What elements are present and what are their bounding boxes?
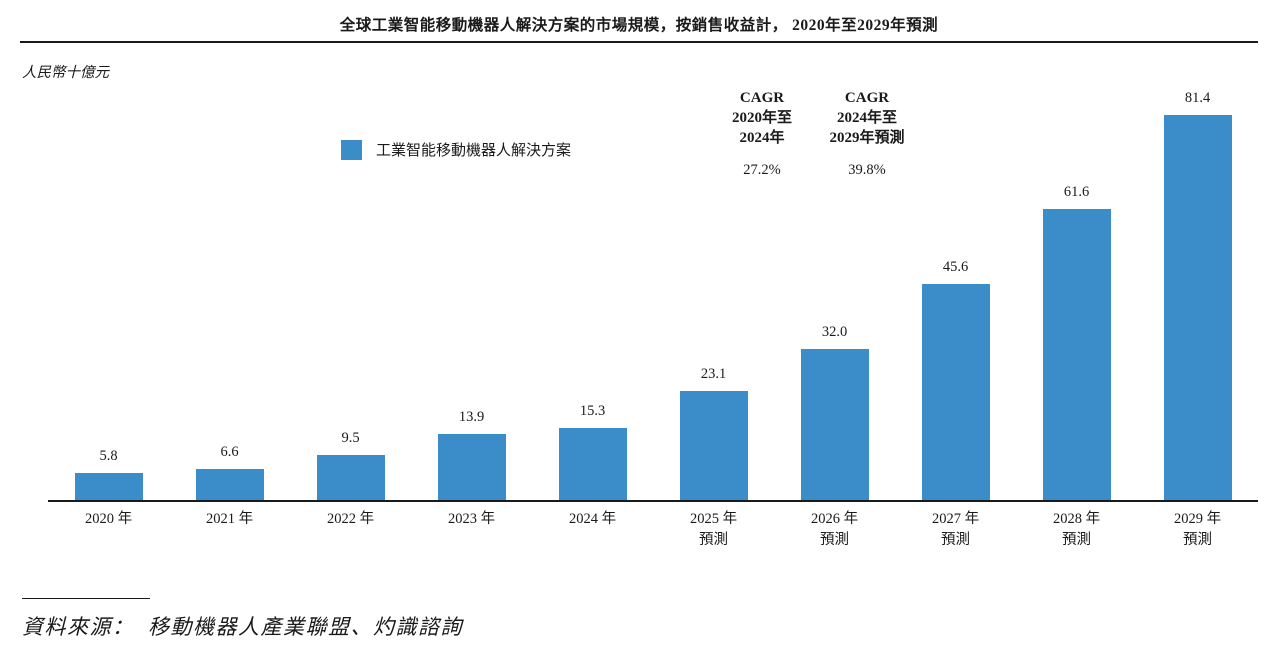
x-axis-label-year: 2024 年 xyxy=(568,511,617,527)
bar-value-label: 23.1 xyxy=(700,365,727,382)
bar-value-label: 9.5 xyxy=(341,430,360,447)
bar-value-label: 13.9 xyxy=(458,409,485,426)
bar-value-label: 32.0 xyxy=(821,323,848,340)
bar xyxy=(921,284,990,500)
bar-value-label: 45.6 xyxy=(942,259,969,276)
x-axis-label-year: 2022 年 xyxy=(326,511,375,527)
source-divider xyxy=(22,598,150,599)
x-axis-label: 2020 年 xyxy=(48,509,169,551)
cagr-period-line1: 2020年至 xyxy=(731,110,792,126)
page-title: 全球工業智能移動機器人解決方案的市場規模，按銷售收益計， 2020年至2029年… xyxy=(339,17,939,34)
x-axis-label-forecast: 預測 xyxy=(941,532,970,548)
bar xyxy=(800,348,869,500)
x-axis-label: 2025 年預測 xyxy=(653,509,774,551)
x-axis-label: 2021 年 xyxy=(169,509,290,551)
source-note: 資料來源： 移動機器人產業聯盟、灼識諮詢 xyxy=(22,615,463,639)
cagr-period-line2: 2024年 xyxy=(739,130,785,146)
x-labels: 2020 年 2021 年 2022 年 2023 年 2024 年 2025 年預測 20… xyxy=(48,502,1258,551)
plot-area: 5.8 6.6 9.5 13.9 15.3 23.1 32.0 45.6 61.6 81.4 xyxy=(48,84,1258,500)
bar xyxy=(679,390,748,500)
bar-value-label: 81.4 xyxy=(1184,90,1211,107)
legend-swatch-icon xyxy=(341,139,362,160)
bar-group: 9.5 xyxy=(290,84,411,500)
x-axis-label-forecast: 預測 xyxy=(1183,532,1212,548)
y-axis-unit-label: 人民幣十億元 xyxy=(22,65,109,81)
x-axis-label: 2028 年預測 xyxy=(1016,509,1137,551)
bar-value-label: 61.6 xyxy=(1063,183,1090,200)
x-axis-label-year: 2028 年 xyxy=(1052,511,1101,527)
bar-value-label: 6.6 xyxy=(220,443,239,460)
x-axis-label: 2022 年 xyxy=(290,509,411,551)
x-axis-label-year: 2027 年 xyxy=(931,511,980,527)
chart-legend: 工業智能移動機器人解決方案 xyxy=(341,139,571,160)
x-axis-label-year: 2025 年 xyxy=(689,511,738,527)
legend-label: 工業智能移動機器人解決方案 xyxy=(376,143,572,159)
x-axis-label-forecast: 預測 xyxy=(699,532,728,548)
cagr-period-line2: 2029年預測 xyxy=(829,130,905,146)
bar-group: 5.8 xyxy=(48,84,169,500)
cagr-title: CAGR xyxy=(844,90,890,106)
bar xyxy=(437,434,506,500)
bar-chart: 5.8 6.6 9.5 13.9 15.3 23.1 32.0 45.6 61.6 81.4 20… xyxy=(48,84,1258,551)
x-axis-label-forecast: 預測 xyxy=(1062,532,1091,548)
cagr-value: 27.2% xyxy=(743,162,781,178)
cagr-period-line1: 2024年至 xyxy=(836,110,897,126)
bar-group: 45.6 xyxy=(895,84,1016,500)
cagr-title: CAGR xyxy=(739,90,785,106)
x-axis-label: 2027 年預測 xyxy=(895,509,1016,551)
bar-group: 15.3 xyxy=(532,84,653,500)
x-axis-label-year: 2021 年 xyxy=(205,511,254,527)
x-axis-label: 2023 年 xyxy=(411,509,532,551)
bar-group: 61.6 xyxy=(1016,84,1137,500)
bar xyxy=(316,455,385,500)
bar-group: 23.1 xyxy=(653,84,774,500)
cagr-value: 39.8% xyxy=(848,162,886,178)
bar xyxy=(1163,115,1232,500)
x-axis-label: 2029 年預測 xyxy=(1137,509,1258,551)
bar xyxy=(74,472,143,500)
x-axis-label-forecast: 預測 xyxy=(820,532,849,548)
bar-group: 6.6 xyxy=(169,84,290,500)
x-axis-label-year: 2029 年 xyxy=(1173,511,1222,527)
bar xyxy=(1042,208,1111,500)
cagr-column-2020-2024: CAGR 2020年至 2024年 27.2% xyxy=(696,88,828,179)
x-axis-label-year: 2020 年 xyxy=(84,511,133,527)
title-divider xyxy=(20,41,1258,43)
x-axis-label: 2026 年預測 xyxy=(774,509,895,551)
bar xyxy=(195,468,264,500)
bar-group: 81.4 xyxy=(1137,84,1258,500)
bar-group: 13.9 xyxy=(411,84,532,500)
bar-value-label: 15.3 xyxy=(579,402,606,419)
x-axis-label: 2024 年 xyxy=(532,509,653,551)
bar xyxy=(558,427,627,500)
x-axis-label-year: 2023 年 xyxy=(447,511,496,527)
x-axis-line xyxy=(48,500,1258,502)
bar-group: 32.0 xyxy=(774,84,895,500)
bar-value-label: 5.8 xyxy=(99,447,118,464)
x-axis-label-year: 2026 年 xyxy=(810,511,859,527)
cagr-column-2024-2029: CAGR 2024年至 2029年預測 39.8% xyxy=(801,88,933,179)
